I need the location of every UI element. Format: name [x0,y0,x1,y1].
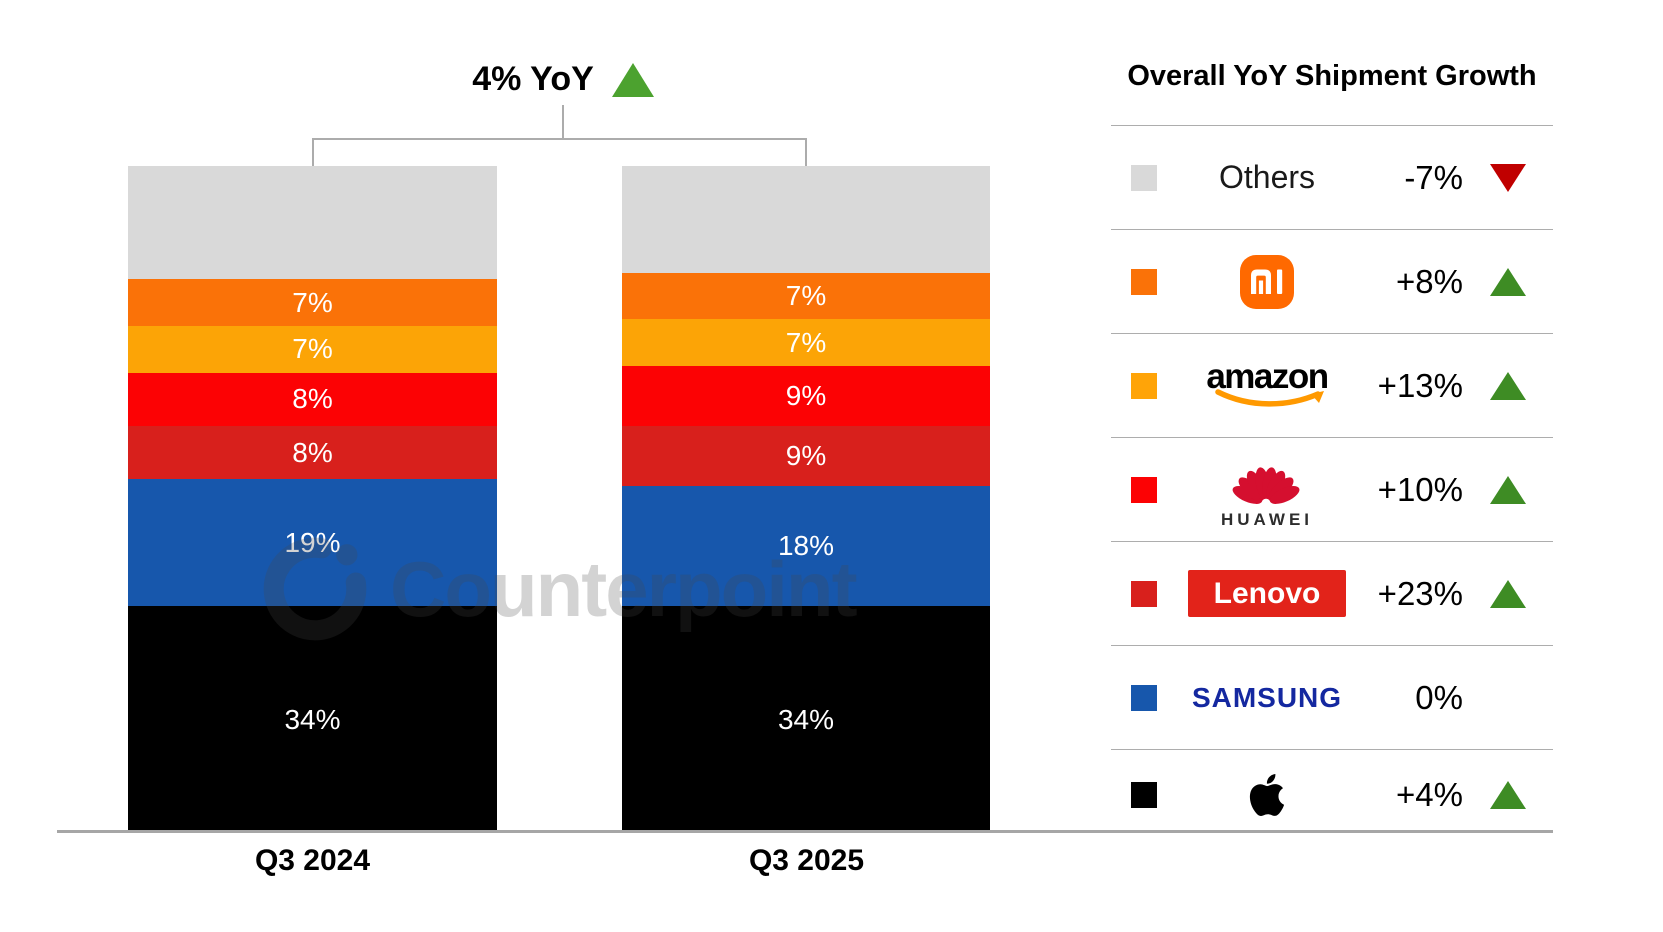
bar-segment-others-q3-2024 [128,166,497,280]
segment-value-label: 8% [292,383,333,415]
bar-segment-samsung-q3-2024: 19% [128,479,497,607]
legend-swatch-lenovo [1131,580,1157,607]
stacked-bar-q3-2024: 7% 7% 8% 8% 19% 34% [128,166,497,833]
lenovo-logo: Lenovo [1188,570,1346,617]
segment-value-label: 7% [785,326,827,358]
stacked-bar-q3-2025: 7% 7% 9% 9% 18% 34% [622,166,990,833]
amazon-logo: amazon [1202,356,1332,410]
xiaomi-mi-logo [1240,254,1294,309]
segment-value-label: 8% [292,436,333,468]
bar-segment-lenovo-q3-2024: 8% [128,426,497,480]
segment-value-label: 34% [284,703,341,735]
segment-value-label: 18% [777,530,835,562]
legend-swatch-huawei [1131,476,1157,503]
huawei-wordmark: HUAWEI [1221,510,1313,529]
growth-direction-cell-amazon [1463,371,1553,400]
growth-down-icon [1490,163,1526,192]
bar-segment-samsung-q3-2025: 18% [622,486,990,607]
x-axis-label-q3-2025: Q3 2025 [748,844,865,877]
growth-direction-cell-xiaomi [1463,267,1553,296]
legend-header: Overall YoY Shipment Growth [1127,60,1537,92]
growth-value-xiaomi: +8% [1396,262,1463,300]
growth-value-others: -7% [1404,158,1463,196]
growth-up-icon [611,62,654,97]
bar-segment-huawei-q3-2024: 8% [128,372,497,427]
bar-segment-xiaomi-q3-2025: 7% [622,272,990,320]
legend-swatch-others [1131,164,1157,191]
growth-up-icon [1490,267,1526,296]
bar-segment-xiaomi-q3-2024: 7% [128,279,497,327]
legend-swatch-samsung [1131,684,1157,711]
legend-row-xiaomi: +8% [1111,229,1553,333]
bracket-right-drop-line [805,138,807,166]
growth-value-huawei: +10% [1377,470,1463,508]
bar-segment-apple-q3-2025: 34% [622,606,990,833]
bracket-stem-line [562,105,564,138]
segment-value-label: 7% [292,286,333,318]
x-axis-label-q3-2024: Q3 2024 [254,844,371,877]
legend-logo-cell-others: Others [1157,159,1377,196]
legend-swatch-amazon [1131,372,1157,399]
growth-up-icon [1490,780,1526,809]
legend-logo-cell-lenovo: Lenovo [1157,570,1377,617]
growth-direction-cell-apple [1463,780,1553,809]
huawei-logo: HUAWEI [1221,449,1313,530]
growth-value-samsung: 0% [1415,678,1463,716]
x-axis-line [57,830,1553,833]
segment-value-label: 34% [777,703,835,735]
mi-glyph-icon [1251,269,1283,294]
huawei-flower-icon [1232,467,1300,504]
amazon-smile-icon [1215,389,1324,407]
bracket-horizontal-line [312,138,807,140]
legend-row-others: Others -7% [1111,125,1553,229]
growth-direction-cell-huawei [1463,475,1553,504]
amazon-wordmark: amazon [1206,356,1329,396]
segment-value-label: 7% [292,333,333,365]
bar-segment-huawei-q3-2025: 9% [622,366,990,427]
bar-segment-others-q3-2025 [622,166,990,273]
growth-direction-cell-others [1463,163,1553,192]
segment-value-label: 9% [785,380,827,412]
legend-swatch-xiaomi [1131,268,1157,295]
legend-logo-cell-huawei: HUAWEI [1157,449,1377,530]
growth-value-amazon: +13% [1377,366,1463,404]
growth-value-apple: +4% [1396,775,1463,813]
bar-segment-lenovo-q3-2025: 9% [622,426,990,487]
bar-segment-amazon-q3-2025: 7% [622,319,990,367]
overall-growth-title: 4% YoY [413,60,713,99]
growth-direction-cell-lenovo [1463,579,1553,608]
bar-segment-amazon-q3-2024: 7% [128,326,497,373]
legend-swatch-apple [1131,781,1157,808]
bracket-left-drop-line [312,138,314,166]
legend-row-apple: +4% [1111,749,1553,839]
legend-row-samsung: SAMSUNG 0% [1111,645,1553,749]
legend-row-amazon: amazon +13% [1111,333,1553,437]
legend-row-huawei: HUAWEI +10% [1111,437,1553,541]
growth-up-icon [1490,475,1526,504]
legend-logo-cell-samsung: SAMSUNG [1157,682,1377,714]
growth-up-icon [1490,371,1526,400]
legend-row-lenovo: Lenovo +23% [1111,541,1553,645]
legend: Others -7% +8% amazon +13% [1111,125,1553,839]
legend-logo-cell-xiaomi [1157,254,1377,309]
growth-value-lenovo: +23% [1377,574,1463,612]
lenovo-wordmark: Lenovo [1213,576,1321,610]
segment-value-label: 7% [785,280,827,312]
segment-value-label: 19% [284,526,341,558]
apple-logo-icon [1249,773,1285,816]
overall-growth-value: 4% YoY [472,60,594,98]
samsung-logo: SAMSUNG [1191,681,1343,713]
legend-logo-cell-apple [1157,772,1377,818]
legend-logo-cell-amazon: amazon [1157,356,1377,410]
growth-up-icon [1490,579,1526,608]
segment-value-label: 9% [785,440,827,472]
bar-segment-apple-q3-2024: 34% [128,606,497,833]
others-label: Others [1218,159,1316,195]
